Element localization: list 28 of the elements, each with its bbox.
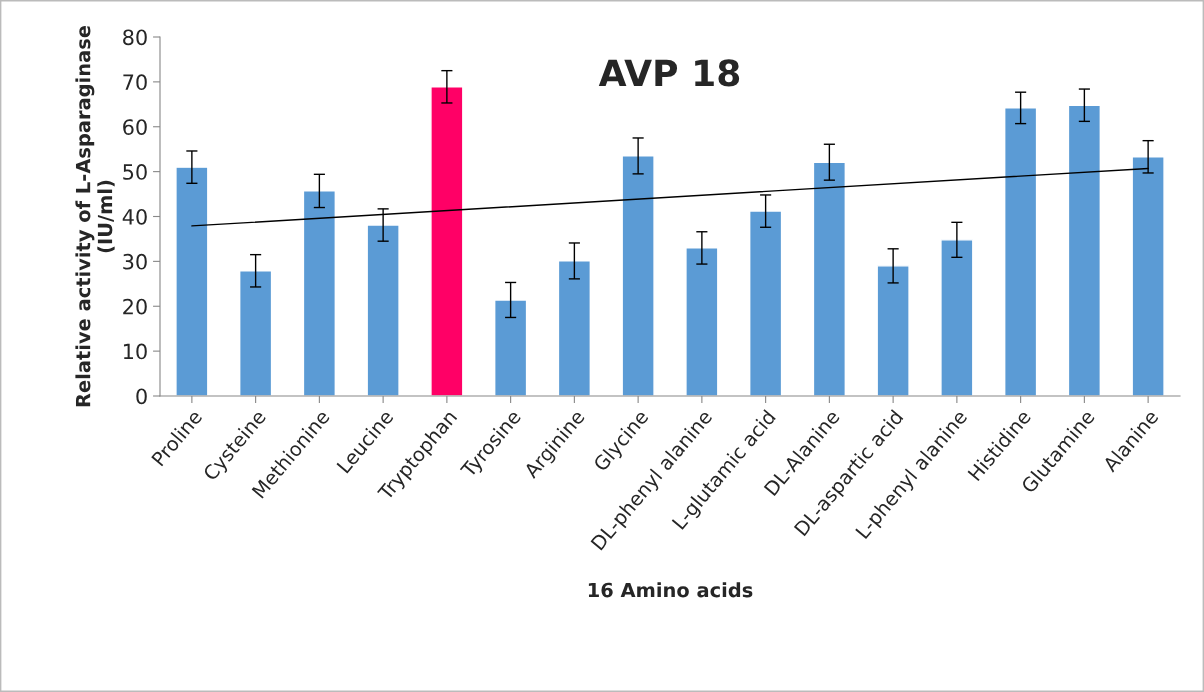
- y-tick-label: 40: [122, 208, 147, 225]
- y-tick-label: 80: [123, 29, 147, 46]
- y-axis-title: Relative activity of L-Asparaginase (IU/ml): [75, 25, 115, 407]
- bar: [940, 239, 974, 396]
- bar: [685, 247, 719, 396]
- y-tick-label: 0: [136, 388, 147, 405]
- y-tick-label: 30: [123, 253, 147, 270]
- x-axis-title: 16 Amino acids: [588, 582, 753, 598]
- y-tick-label: 10: [123, 343, 147, 360]
- bar: [812, 161, 847, 396]
- bar: [366, 224, 400, 396]
- bar: [557, 260, 592, 396]
- y-tick-label: 50: [123, 164, 147, 180]
- bar: [430, 86, 464, 396]
- bar: [302, 190, 337, 396]
- y-tick-label: 70: [123, 74, 147, 91]
- y-tick-label: 60: [123, 119, 147, 135]
- bar: [175, 166, 209, 396]
- bar: [876, 265, 910, 396]
- bar: [493, 299, 528, 396]
- bar: [238, 270, 273, 396]
- bar: [1003, 107, 1038, 396]
- bar: [1131, 156, 1165, 396]
- bar: [1067, 104, 1102, 396]
- y-tick-label: 20: [123, 298, 147, 315]
- bar: [748, 210, 783, 396]
- bar: [621, 155, 655, 396]
- chart-title: AVP 18: [598, 59, 740, 87]
